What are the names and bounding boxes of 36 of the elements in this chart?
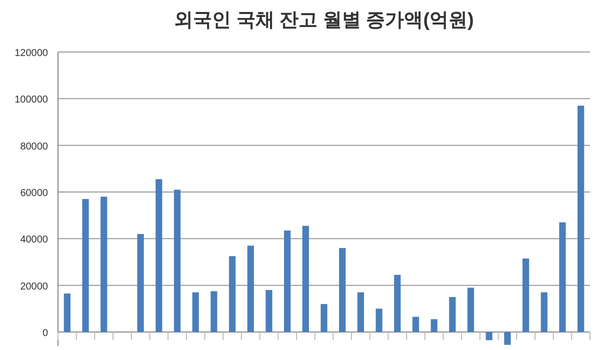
bar: [339, 248, 346, 332]
bar: [266, 290, 272, 332]
bar: [137, 234, 144, 332]
bar: [284, 230, 291, 332]
bar: [376, 308, 382, 332]
bar: [247, 246, 254, 332]
bar: [449, 297, 456, 332]
y-tick-label: 0: [42, 328, 48, 339]
y-tick-label: 60000: [20, 188, 48, 199]
bar: [302, 226, 309, 332]
bar: [228, 256, 236, 332]
bar: [210, 291, 218, 332]
y-tick-label: 20000: [20, 281, 48, 292]
bar: [320, 304, 328, 332]
bar: [100, 196, 108, 332]
bar: [174, 190, 181, 332]
bar: [412, 316, 420, 332]
bar: [357, 292, 364, 332]
bar: [467, 288, 474, 332]
y-tick-label: 100000: [14, 94, 48, 106]
bar: [64, 294, 70, 332]
bar: [486, 332, 492, 340]
chart-title: 외국인 국채 잔고 월별 증가액(억원): [174, 10, 474, 31]
y-tick-label: 40000: [20, 234, 48, 246]
bar: [394, 274, 401, 332]
y-tick-label: 80000: [20, 141, 48, 152]
bar: [192, 292, 199, 332]
y-tick-label: 120000: [14, 48, 48, 59]
bar: [522, 258, 530, 332]
bar: [82, 199, 89, 332]
bar: [504, 332, 511, 345]
bar: [540, 292, 548, 332]
bar: [559, 222, 566, 332]
bar: [578, 106, 584, 332]
bar: [430, 319, 438, 332]
bar: [156, 179, 162, 332]
